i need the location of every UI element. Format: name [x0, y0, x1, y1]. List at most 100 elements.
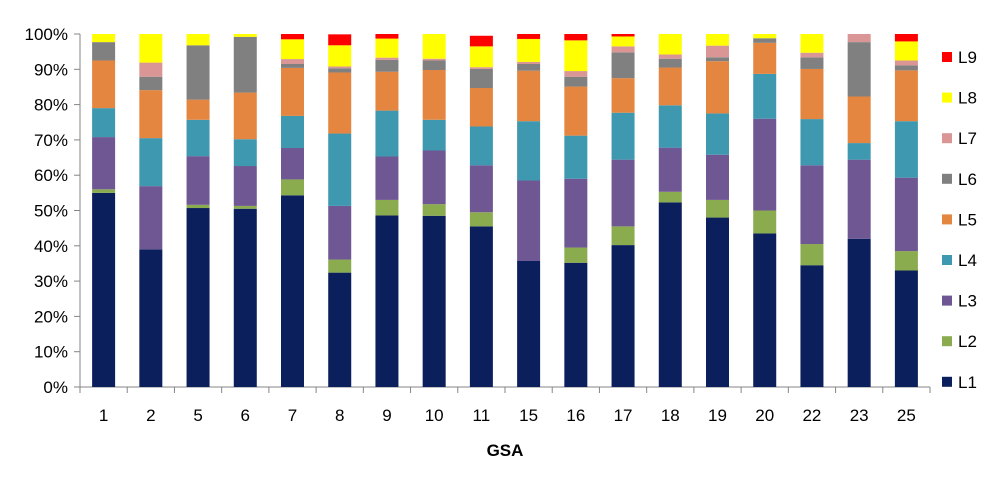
- bar-segment-l8: [469, 46, 493, 68]
- bar-segment-l3: [233, 166, 257, 206]
- bar-segment-l7: [139, 62, 163, 77]
- x-axis-title: GSA: [487, 441, 524, 460]
- bar-segment-l4: [800, 119, 824, 166]
- y-tick-label: 50%: [34, 202, 68, 221]
- legend-label: L3: [958, 292, 977, 311]
- x-tick-label: 11: [473, 406, 491, 425]
- bar-segment-l1: [611, 245, 635, 387]
- bar-segment-l1: [328, 272, 352, 387]
- bar-segment-l2: [658, 191, 682, 203]
- bar-segment-l3: [469, 165, 493, 213]
- bar-segment-l4: [281, 115, 304, 149]
- bar-segment-l4: [706, 113, 729, 155]
- bar-segment-l4: [92, 108, 116, 138]
- bar-segment-l7: [847, 34, 871, 43]
- bar-segment-l6: [800, 57, 824, 69]
- legend-label: L5: [958, 210, 977, 229]
- bar-segment-l8: [375, 38, 399, 58]
- bar-segment-l4: [611, 112, 635, 160]
- bar-segment-l9: [564, 34, 588, 41]
- bar-segment-l5: [469, 88, 493, 127]
- bar-segment-l5: [564, 86, 588, 136]
- x-tick-label: 2: [146, 406, 155, 425]
- bar-segment-l2: [706, 199, 729, 218]
- bar-segment-l9: [328, 34, 352, 46]
- x-tick-label: 25: [897, 406, 916, 425]
- bar-segment-l8: [706, 34, 729, 46]
- bar-segment-l8: [564, 40, 588, 72]
- bar-segment-l4: [233, 139, 257, 167]
- y-tick-label: 20%: [34, 307, 68, 326]
- bar-stack: [753, 34, 777, 387]
- bar-segment-l5: [658, 67, 682, 106]
- bar-segment-l3: [611, 159, 635, 227]
- bar-segment-l5: [847, 96, 871, 144]
- bar-segment-l5: [422, 70, 446, 120]
- bar-segment-l1: [281, 195, 304, 387]
- bar-segment-l5: [328, 72, 352, 134]
- bar-segment-l8: [233, 34, 257, 37]
- bar-segment-l4: [847, 143, 871, 160]
- x-tick-label: 8: [335, 406, 344, 425]
- bar-segment-l5: [894, 70, 918, 122]
- y-tick-label: 10%: [34, 343, 68, 362]
- bar-segment-l5: [753, 42, 777, 74]
- bar-segment-l2: [422, 204, 446, 216]
- bar-segment-l3: [894, 177, 918, 252]
- bar-segment-l2: [753, 210, 777, 234]
- bar-segment-l2: [800, 244, 824, 266]
- legend-item-l9: L9: [942, 48, 977, 67]
- bar-segment-l6: [517, 64, 541, 71]
- legend-item-l5: L5: [942, 210, 977, 229]
- y-tick-label: 40%: [34, 237, 68, 256]
- x-tick-label: 15: [519, 406, 538, 425]
- bar-segment-l8: [658, 34, 682, 55]
- bar-segment-l8: [139, 34, 163, 63]
- bar-segment-l2: [92, 189, 116, 193]
- bar-segment-l4: [328, 133, 352, 206]
- bar-segment-l3: [753, 118, 777, 211]
- legend-label: L4: [958, 251, 977, 270]
- bar-segment-l5: [375, 71, 399, 111]
- bar-segment-l3: [375, 156, 399, 200]
- bar-segment-l6: [894, 65, 918, 71]
- bar-segment-l2: [564, 247, 588, 263]
- bar-stack: [847, 34, 871, 387]
- x-tick-label: 19: [708, 406, 727, 425]
- bar-segment-l7: [422, 58, 446, 61]
- bar-segment-l6: [139, 76, 163, 91]
- bar-segment-l1: [753, 233, 777, 387]
- bar-segment-l6: [375, 59, 399, 72]
- x-tick-label: 5: [193, 406, 202, 425]
- legend-item-l1: L1: [942, 373, 977, 392]
- bar-segment-l5: [706, 61, 729, 114]
- bar-segment-l5: [517, 70, 541, 122]
- bar-segment-l3: [139, 186, 163, 250]
- bar-segment-l4: [753, 73, 777, 119]
- bar-segment-l7: [658, 54, 682, 59]
- bar-segment-l8: [92, 34, 116, 43]
- bar-segment-l3: [517, 180, 541, 261]
- legend: L9 L8 L7 L6 L5 L4 L3 L2 L1: [942, 48, 977, 392]
- bar-segment-l6: [422, 60, 446, 71]
- bar-segment-l4: [422, 119, 446, 151]
- bar-segment-l7: [894, 60, 918, 66]
- bar-stack: [186, 34, 210, 387]
- legend-swatch: [942, 295, 952, 306]
- bar-segment-l3: [706, 154, 729, 200]
- bar-segment-l1: [706, 217, 729, 387]
- bar-segment-l9: [375, 34, 399, 39]
- x-tick-label: 16: [566, 406, 585, 425]
- bar-segment-l7: [517, 61, 541, 65]
- bar-stack: [422, 34, 446, 387]
- bar-segment-l1: [469, 226, 493, 387]
- bar-segment-l3: [281, 148, 304, 180]
- legend-item-l7: L7: [942, 129, 977, 148]
- bar-segment-l7: [800, 52, 824, 58]
- y-tick-label: 80%: [34, 96, 68, 115]
- bar-segment-l9: [611, 34, 635, 37]
- legend-swatch: [942, 214, 952, 225]
- bar-stack: [469, 35, 493, 387]
- bar-segment-l6: [847, 42, 871, 97]
